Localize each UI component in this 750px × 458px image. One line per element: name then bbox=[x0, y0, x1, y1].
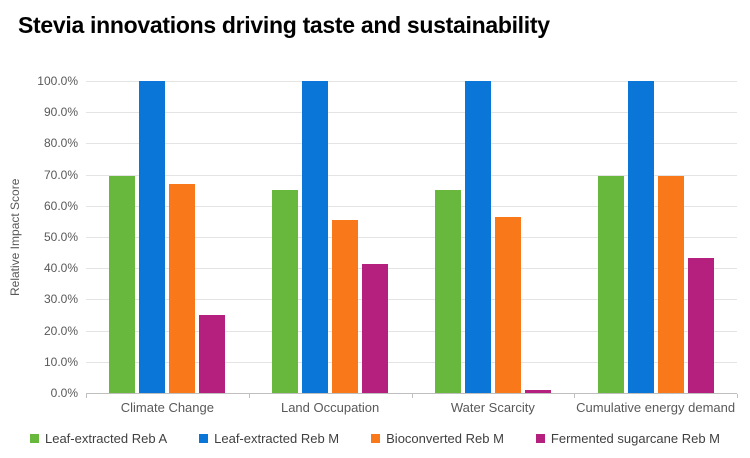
x-axis-tick bbox=[248, 394, 250, 398]
bar-group bbox=[574, 81, 737, 393]
bar bbox=[657, 175, 684, 393]
legend-item: Fermented sugarcane Reb M bbox=[535, 431, 721, 446]
bar-group bbox=[412, 81, 575, 393]
bar bbox=[272, 190, 299, 393]
bar bbox=[139, 81, 166, 393]
x-axis-ticks bbox=[86, 394, 738, 398]
legend-label: Leaf-extracted Reb M bbox=[214, 431, 340, 446]
legend-item: Leaf-extracted Reb M bbox=[199, 431, 339, 446]
y-tick-label: 80.0% bbox=[43, 136, 78, 151]
x-axis-labels: Climate Change Land Occupation Water Scarc… bbox=[86, 400, 737, 415]
x-axis-tick bbox=[411, 394, 413, 398]
gridline bbox=[86, 174, 737, 176]
legend-swatch-icon bbox=[371, 434, 381, 443]
legend-item: Bioconverted Reb M bbox=[371, 431, 504, 446]
bar bbox=[362, 264, 389, 393]
legend-swatch-icon bbox=[535, 434, 545, 443]
bar bbox=[434, 190, 461, 393]
legend-label: Leaf-extracted Reb A bbox=[44, 431, 168, 446]
legend: Leaf-extracted Reb A Leaf-extracted Reb M… bbox=[0, 431, 750, 446]
y-tick-label: 30.0% bbox=[43, 292, 78, 307]
x-axis-tick bbox=[737, 394, 738, 398]
y-tick-label: 0.0% bbox=[50, 386, 78, 400]
bar bbox=[199, 315, 226, 393]
bar-group bbox=[249, 81, 412, 393]
bar bbox=[169, 183, 196, 393]
x-category-label: Climate Change bbox=[120, 400, 214, 415]
bar bbox=[302, 81, 329, 393]
gridline bbox=[86, 361, 737, 363]
y-tick-label: 60.0% bbox=[43, 198, 78, 213]
gridline bbox=[86, 237, 737, 238]
gridline bbox=[86, 205, 737, 207]
x-category-label: Cumulative energy demand bbox=[576, 400, 736, 415]
plot-area bbox=[86, 81, 737, 394]
bar bbox=[627, 81, 654, 393]
legend-label: Bioconverted Reb M bbox=[386, 431, 504, 446]
legend-label: Fermented sugarcane Reb M bbox=[550, 431, 721, 446]
bar-group bbox=[86, 81, 249, 393]
chart-title: Stevia innovations driving taste and sus… bbox=[18, 12, 550, 38]
bar bbox=[687, 257, 714, 393]
y-tick-label: 100.0% bbox=[37, 74, 78, 88]
bar bbox=[332, 219, 359, 393]
y-tick-label: 40.0% bbox=[43, 261, 78, 276]
y-axis-labels: 0.0% 10.0% 20.0% 30.0% 40.0% 50.0% 60.0% 70.0% 8… bbox=[0, 74, 78, 400]
gridline bbox=[86, 330, 737, 332]
bar bbox=[109, 175, 136, 393]
legend-item: Leaf-extracted Reb A bbox=[29, 431, 168, 446]
y-tick-label: 50.0% bbox=[43, 230, 78, 244]
bar bbox=[524, 389, 551, 393]
gridline bbox=[86, 143, 737, 145]
gridline bbox=[86, 81, 737, 82]
legend-swatch-icon bbox=[29, 434, 39, 443]
bar-groups bbox=[86, 81, 737, 393]
bar bbox=[597, 175, 624, 393]
y-tick-label: 10.0% bbox=[43, 354, 78, 369]
x-category-label: Water Scarcity bbox=[450, 400, 535, 415]
gridline bbox=[86, 112, 737, 114]
x-axis-tick bbox=[574, 394, 576, 398]
y-tick-label: 70.0% bbox=[43, 167, 78, 182]
bar bbox=[494, 216, 521, 393]
gridline bbox=[86, 268, 737, 270]
y-tick-label: 90.0% bbox=[43, 105, 78, 120]
legend-swatch-icon bbox=[199, 434, 209, 443]
x-axis-tick bbox=[86, 394, 87, 398]
gridline bbox=[86, 299, 737, 301]
x-category-label: Land Occupation bbox=[280, 400, 380, 415]
y-tick-label: 20.0% bbox=[43, 323, 78, 338]
bar bbox=[464, 81, 491, 393]
